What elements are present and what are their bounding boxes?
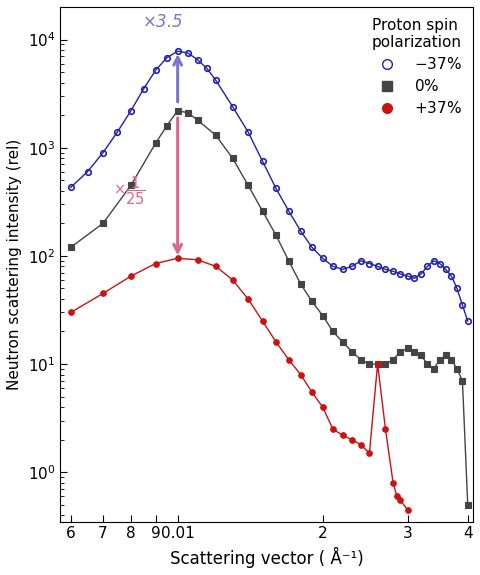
Y-axis label: Neutron scattering intensity (rel): Neutron scattering intensity (rel) <box>7 139 22 390</box>
Legend: $-37\%$, $0\%$, $+37\%$: $-37\%$, $0\%$, $+37\%$ <box>369 14 465 120</box>
X-axis label: Scattering vector ( Å⁻¹): Scattering vector ( Å⁻¹) <box>169 547 363 568</box>
Text: $\times\dfrac{1}{25}$: $\times\dfrac{1}{25}$ <box>113 174 146 207</box>
Text: $\times$3.5: $\times$3.5 <box>142 13 183 31</box>
